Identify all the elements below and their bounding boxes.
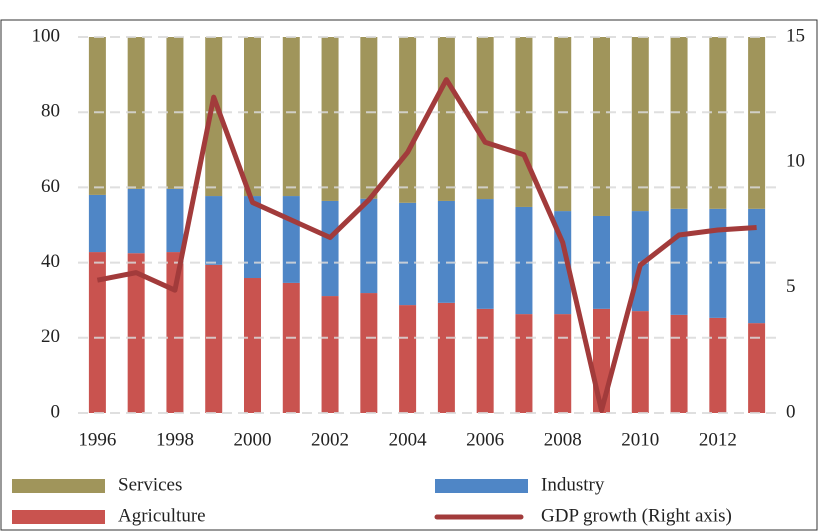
bar-segment — [476, 199, 494, 309]
bar-segment — [554, 314, 572, 413]
bar-segment — [127, 188, 145, 254]
bar-segment — [515, 206, 533, 315]
y-tick-label: 40 — [41, 251, 60, 272]
bar-segment — [244, 37, 261, 197]
bar-segment — [205, 37, 223, 197]
legend-label: GDP growth (Right axis) — [541, 505, 732, 526]
bar-segment — [748, 208, 766, 324]
bar-segment — [166, 252, 184, 413]
bar-segment — [360, 198, 378, 294]
y-tick-label: 0 — [51, 401, 61, 422]
line-series — [96, 77, 757, 413]
bar-segment — [399, 37, 417, 203]
bar-segment — [631, 37, 649, 212]
bar-segment — [437, 200, 455, 303]
bar-segment — [515, 37, 533, 207]
x-tick-label: 2002 — [311, 429, 349, 450]
bar-segment — [437, 302, 455, 413]
y-tick-label: 100 — [32, 25, 61, 46]
bar-segment — [476, 308, 494, 413]
bar-segment — [593, 37, 610, 216]
legend-label: Services — [118, 474, 182, 495]
legend-label: Industry — [541, 474, 605, 495]
bar-segment — [321, 200, 339, 297]
x-tick-label: 1998 — [156, 429, 194, 450]
bar-segment — [244, 196, 261, 279]
y2-tick-label: 10 — [786, 151, 805, 172]
bar-segment — [399, 305, 417, 413]
bar-segment — [282, 282, 300, 413]
y-tick-label: 80 — [41, 101, 60, 122]
bar-segment — [321, 296, 339, 413]
legend-label: Agriculture — [118, 505, 206, 526]
bar-segment — [166, 188, 184, 253]
x-tick-label: 2008 — [544, 429, 582, 450]
y2-tick-label: 15 — [786, 25, 805, 46]
bar-segment — [321, 37, 339, 201]
legend-swatch — [12, 479, 105, 493]
bar-segment — [88, 194, 106, 253]
bar-segment — [709, 317, 727, 413]
y-tick-label: 60 — [41, 176, 60, 197]
bar-segment — [437, 37, 455, 201]
bar-segment — [476, 37, 494, 200]
bar-segment — [127, 253, 145, 413]
bar-segment — [205, 196, 223, 265]
y2-tick-label: 0 — [786, 401, 796, 422]
x-tick-label: 1996 — [78, 429, 116, 450]
x-tick-label: 2000 — [234, 429, 272, 450]
bar-segment — [748, 323, 766, 413]
bar-segment — [515, 314, 533, 413]
x-tick-label: 2010 — [621, 429, 659, 450]
bar-segment — [282, 37, 300, 197]
legend-swatch — [435, 479, 528, 493]
bar-segment — [88, 252, 106, 413]
bar-segment — [205, 264, 223, 413]
bar-segment — [399, 202, 417, 306]
bar-segment — [748, 37, 766, 209]
bar-segment — [88, 37, 106, 195]
bar-segment — [360, 37, 378, 199]
bar-segment — [360, 293, 378, 413]
bar-segment — [709, 208, 727, 318]
bar-segment — [593, 215, 610, 309]
x-tick-label: 2004 — [389, 429, 428, 450]
bar-segment — [670, 314, 688, 413]
legend-swatch — [12, 510, 105, 524]
bar-segment — [244, 278, 261, 413]
x-tick-label: 2012 — [699, 429, 737, 450]
bar-segment — [282, 196, 300, 283]
y-tick-label: 20 — [41, 326, 60, 347]
y2-tick-label: 5 — [786, 276, 796, 297]
bar-segment — [631, 311, 649, 413]
bar-segment — [670, 37, 688, 209]
bar-segment — [709, 37, 727, 209]
bar-segment — [127, 37, 145, 189]
x-tick-label: 2006 — [466, 429, 504, 450]
bar-segment — [554, 37, 572, 212]
